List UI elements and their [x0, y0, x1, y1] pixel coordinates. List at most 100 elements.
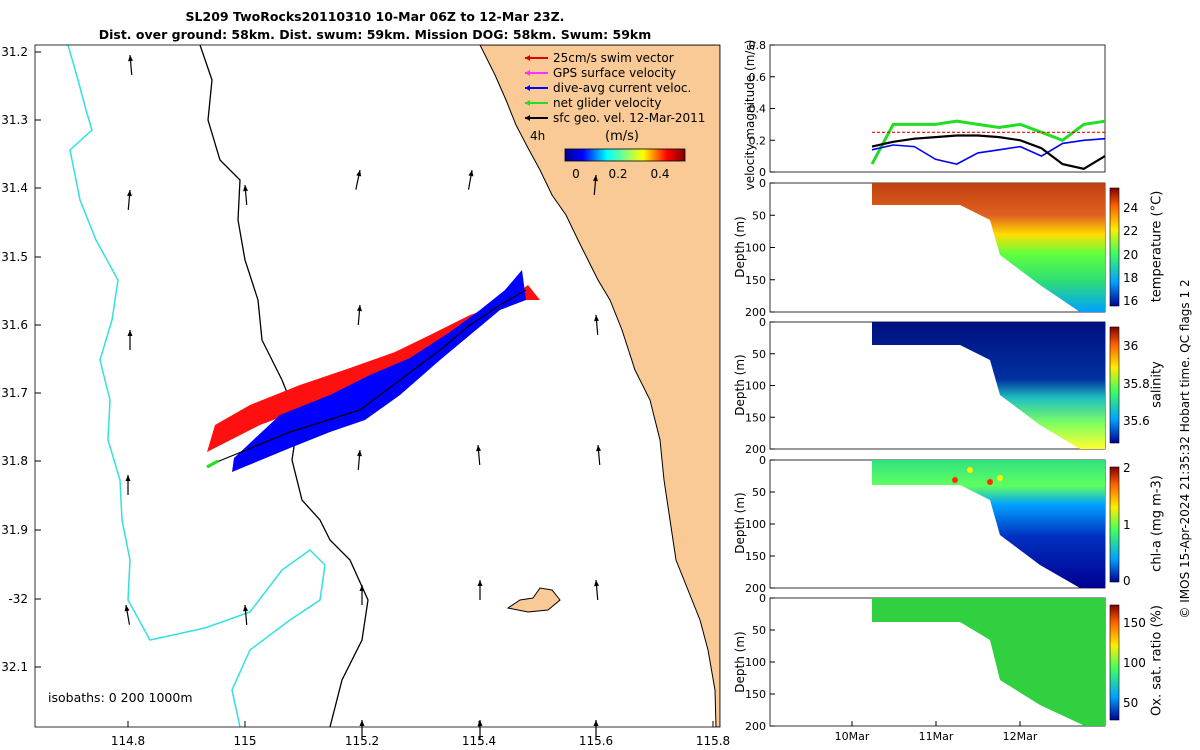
velocity-series-line [871, 134, 1106, 170]
current-arrow [243, 184, 249, 205]
depth-tick-label: 100 [745, 380, 766, 393]
colorbar-tick-label: 2 [1123, 461, 1131, 475]
legend-label: GPS surface velocity [553, 66, 676, 80]
depth-tick-label: 0 [759, 316, 766, 329]
depth-tick-label: 0 [759, 454, 766, 467]
current-vector-band [232, 270, 526, 472]
current-arrow [127, 330, 133, 350]
depth-tick-label: 200 [745, 720, 766, 733]
current-arrow [124, 604, 131, 625]
map-x-tick-label: 114.8 [111, 734, 145, 748]
map-x-axis: 114.8 115 115.2 115.4 115.6 115.8 [111, 721, 730, 748]
glider-track [206, 289, 527, 467]
time-tick-label: 12Mar [1003, 730, 1038, 743]
colorbar-tick-label: 35.8 [1123, 377, 1150, 391]
map-y-tick-label: 31.4 [1, 181, 28, 195]
depth-tick-label: 100 [745, 518, 766, 531]
colorbar-tick-label: 0 [1123, 574, 1131, 588]
chla-colorbar [1109, 466, 1120, 583]
oxygen-colorbar [1109, 604, 1120, 721]
current-arrow [126, 189, 132, 210]
current-arrow [596, 444, 602, 465]
map-y-tick-label: 31.6 [1, 318, 28, 332]
depth-tick-label: 50 [752, 209, 766, 222]
salinity-depth-ylabel: Depth (m) [733, 354, 747, 416]
current-arrow [477, 580, 483, 600]
legend-label: sfc geo. vel. 12-Mar-2011 [553, 111, 705, 125]
imos-side-note: © IMOS 15-Apr-2024 21:35:32 Hobart time.… [1178, 279, 1192, 619]
velocity-panel: 0 0.2 0.4 0.6 0.8 [749, 39, 1106, 179]
map-y-tick-label: 32.1 [1, 660, 28, 674]
salinity-panel [769, 321, 1120, 450]
swim-vector-band [207, 285, 540, 452]
oxygen-cblabel: Ox. sat. ratio (%) [1149, 605, 1165, 716]
depth-tick-label: 150 [745, 688, 766, 701]
colorbar-tick-label: 150 [1123, 616, 1146, 630]
legend-label: net glider velocity [553, 96, 661, 110]
velocity-y-tick-label: 0.4 [749, 103, 767, 116]
depth-tick-label: 150 [745, 274, 766, 287]
map-y-tick-label: 31.9 [1, 523, 28, 537]
current-arrow [355, 169, 362, 190]
map-y-tick-label: 31.8 [1, 454, 28, 468]
velocity-series-line [870, 119, 1106, 165]
panel-axes: 0501001502000501001502000501001502000501… [745, 177, 775, 733]
land [479, 45, 720, 727]
velocity-y-tick-label: 0.6 [749, 71, 767, 84]
velocity-y-tick-label: 0 [759, 166, 766, 179]
map-y-tick-label: 31.5 [1, 250, 28, 264]
map-x-tick-label: 115.4 [462, 734, 496, 748]
map-y-tick-label: -32 [8, 592, 28, 606]
chla-field [872, 460, 1105, 588]
current-arrow [356, 304, 362, 325]
isobath-1000 [67, 45, 326, 727]
map-x-tick-label: 115.8 [696, 734, 730, 748]
temperature-depth-ylabel: Depth (m) [733, 216, 747, 278]
current-arrow [243, 604, 249, 625]
depth-tick-label: 150 [745, 411, 766, 424]
current-arrow [467, 169, 474, 190]
velocity-y-tick-label: 0.2 [749, 134, 767, 147]
depth-tick-label: 100 [745, 656, 766, 669]
temperature-cblabel: temperature (°C) [1149, 190, 1165, 303]
time-tick-label: 11Mar [919, 730, 954, 743]
colorbar-ticks: 24 22 20 18 16 36 35.8 35.6 2 1 0 150 100 50 [1123, 201, 1150, 710]
map-y-axis: 31.2 31.3 31.4 31.5 31.6 31.7 31.8 31.9 -32 32.1 [1, 45, 41, 674]
chla-depth-ylabel: Depth (m) [733, 492, 747, 554]
colorbar-tick-label: 100 [1123, 656, 1146, 670]
legend-label: 25cm/s swim vector [553, 51, 674, 65]
time-axis: 10Mar 11Mar 12Mar [835, 721, 1038, 743]
speed-colorbar [564, 148, 686, 162]
colorbar-tick-label: 24 [1123, 201, 1138, 215]
colorbar-tick-label: 36 [1123, 339, 1138, 353]
salinity-colorbar [1109, 326, 1120, 444]
map-frame [34, 44, 721, 728]
velocity-ylabel: velocity magnitude (m/s) [743, 39, 757, 191]
colorbar-tick-label: 16 [1123, 294, 1138, 308]
colorbar-tick-label: 50 [1123, 696, 1138, 710]
time-tick-label: 10Mar [835, 730, 870, 743]
colorbar-tick-label: 20 [1123, 248, 1138, 262]
colorbar-tick-label: 18 [1123, 271, 1138, 285]
salinity-cblabel: salinity [1149, 361, 1165, 408]
colorbar-tick-label: 22 [1123, 224, 1138, 238]
velocity-series-line [871, 137, 1106, 165]
current-arrow [128, 54, 134, 75]
map-x-tick-label: 115.6 [579, 734, 613, 748]
map-x-tick-label: 115.2 [345, 734, 379, 748]
figure-title-line1: SL209 TwoRocks20110310 10-Mar 06Z to 12-… [185, 9, 565, 24]
temperature-field [872, 183, 1105, 312]
depth-tick-label: 150 [745, 550, 766, 563]
map-x-tick-label: 115 [234, 734, 257, 748]
current-arrow [125, 475, 131, 495]
depth-tick-label: 100 [745, 242, 766, 255]
current-arrow [592, 174, 598, 195]
colorbar-tick-label: 1 [1123, 518, 1131, 532]
colorbar-tick: 0.2 [608, 167, 627, 181]
depth-tick-label: 0 [759, 177, 766, 190]
current-arrow [594, 579, 600, 600]
current-arrow [356, 449, 362, 470]
legend-label: dive-avg current veloc. [553, 81, 691, 95]
